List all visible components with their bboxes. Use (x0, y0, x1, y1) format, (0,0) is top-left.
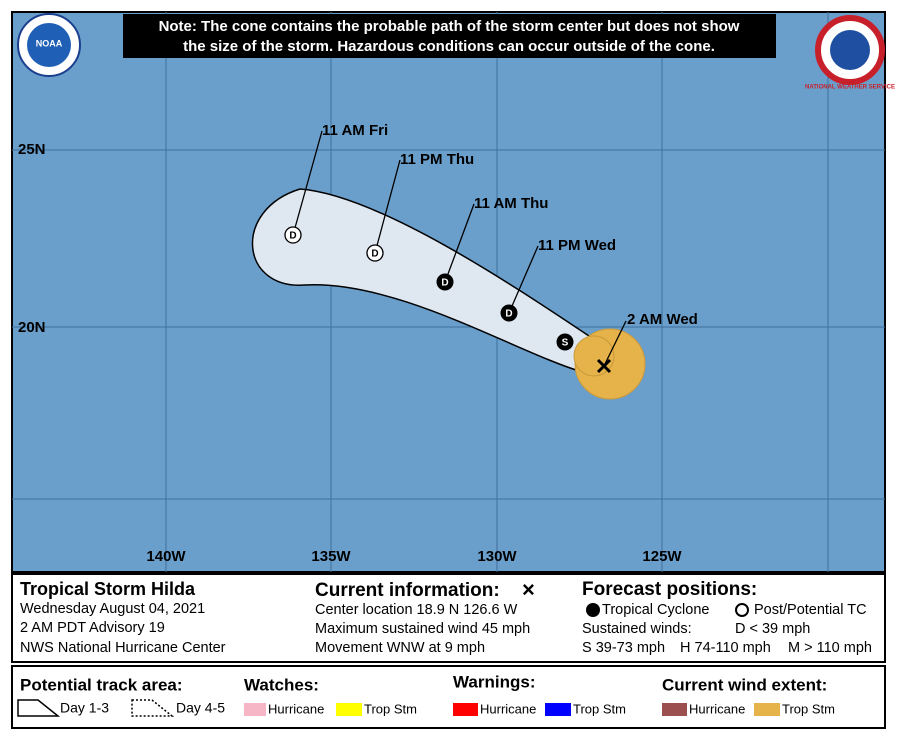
marker-letter: D (289, 231, 296, 242)
current-symbol: × (522, 577, 535, 602)
tc-symbol (586, 603, 600, 617)
legend-heading: Watches: (244, 675, 319, 694)
forecast-text: D < 39 mph (735, 621, 810, 637)
day45-icon (131, 699, 175, 717)
leaders (292, 130, 627, 367)
tc-marker (436, 273, 454, 291)
lon-label: 125W (642, 548, 682, 565)
legend-heading: Warnings: (453, 672, 535, 691)
current-line: Movement WNW at 9 mph (315, 640, 485, 656)
leader-line (374, 159, 401, 254)
current-line: Maximum sustained wind 45 mph (315, 621, 530, 637)
current-heading: Current information: (315, 580, 500, 601)
lon-label: 130W (477, 548, 517, 565)
leader-line (444, 203, 475, 283)
legend-text: Hurricane (689, 701, 745, 716)
legend-text: Trop Stm (782, 701, 835, 716)
forecast-text: Sustained winds: (582, 621, 692, 637)
day13-icon (17, 699, 61, 717)
note-text: the size of the storm. Hazardous conditi… (183, 38, 715, 55)
x-stroke (596, 358, 612, 374)
time-label: 2 AM Wed (627, 311, 698, 328)
graticule (12, 12, 885, 572)
legend-text: Trop Stm (573, 701, 626, 716)
legend-heading: Current wind extent: (662, 675, 827, 694)
noaa-text: NOAA (36, 38, 63, 48)
forecast-text: Tropical Cyclone (602, 602, 709, 618)
swatch (244, 703, 266, 716)
marker-letter: D (505, 309, 512, 320)
leader-line (508, 245, 539, 314)
legend-panel (11, 665, 886, 729)
storm-date: Wednesday August 04, 2021 (20, 601, 205, 617)
leader-line (603, 320, 627, 367)
noaa-logo-inner (27, 23, 71, 67)
note-box (123, 14, 776, 58)
time-label: 11 PM Wed (538, 237, 616, 254)
lon-label: 135W (311, 548, 351, 565)
legend-text: Day 1-3 (60, 700, 109, 716)
note-text: Note: The cone contains the probable pat… (159, 18, 740, 35)
legend-heading: Potential track area: (20, 675, 183, 694)
marker-letter: D (371, 249, 378, 260)
info-panel (11, 573, 886, 663)
wind-extent (573, 328, 646, 400)
forecast-text: S 39-73 mph (582, 640, 665, 656)
marker-letter: D (441, 278, 448, 289)
forecast-cone (251, 188, 603, 374)
current-position (596, 358, 612, 374)
nws-text: NATIONAL WEATHER SERVICE (805, 85, 895, 91)
forecast-text: H 74-110 mph (680, 640, 771, 656)
storm-advisory: 2 AM PDT Advisory 19 (20, 620, 165, 636)
marker-letter: S (562, 338, 569, 349)
forecast-text: Post/Potential TC (754, 602, 867, 618)
lat-label: 25N (18, 141, 46, 158)
lon-label: 140W (146, 548, 186, 565)
nws-logo-inner (830, 30, 870, 70)
swatch (662, 703, 687, 716)
post-tc-marker (284, 226, 302, 244)
post-tc-symbol (735, 603, 749, 617)
leader-line (292, 130, 323, 236)
legend-text: Hurricane (268, 701, 324, 716)
legend-text: Day 4-5 (176, 700, 225, 716)
time-label: 11 AM Fri (322, 122, 388, 139)
time-label: 11 AM Thu (474, 195, 548, 212)
current-line: Center location 18.9 N 126.6 W (315, 602, 518, 618)
legend-text: Hurricane (480, 701, 536, 716)
storm-center: NWS National Hurricane Center (20, 640, 226, 656)
tc-marker (500, 304, 518, 322)
lat-label: 20N (18, 319, 46, 336)
swatch (453, 703, 478, 716)
tc-marker (556, 333, 574, 351)
legend-text: Trop Stm (364, 701, 417, 716)
time-label: 11 PM Thu (400, 151, 474, 168)
swatch (754, 703, 780, 716)
storm-title: Tropical Storm Hilda (20, 579, 196, 599)
forecast-heading: Forecast positions: (582, 579, 757, 600)
swatch (545, 703, 571, 716)
forecast-text: M > 110 mph (788, 640, 872, 656)
swatch (336, 703, 362, 716)
post-tc-marker (366, 244, 384, 262)
